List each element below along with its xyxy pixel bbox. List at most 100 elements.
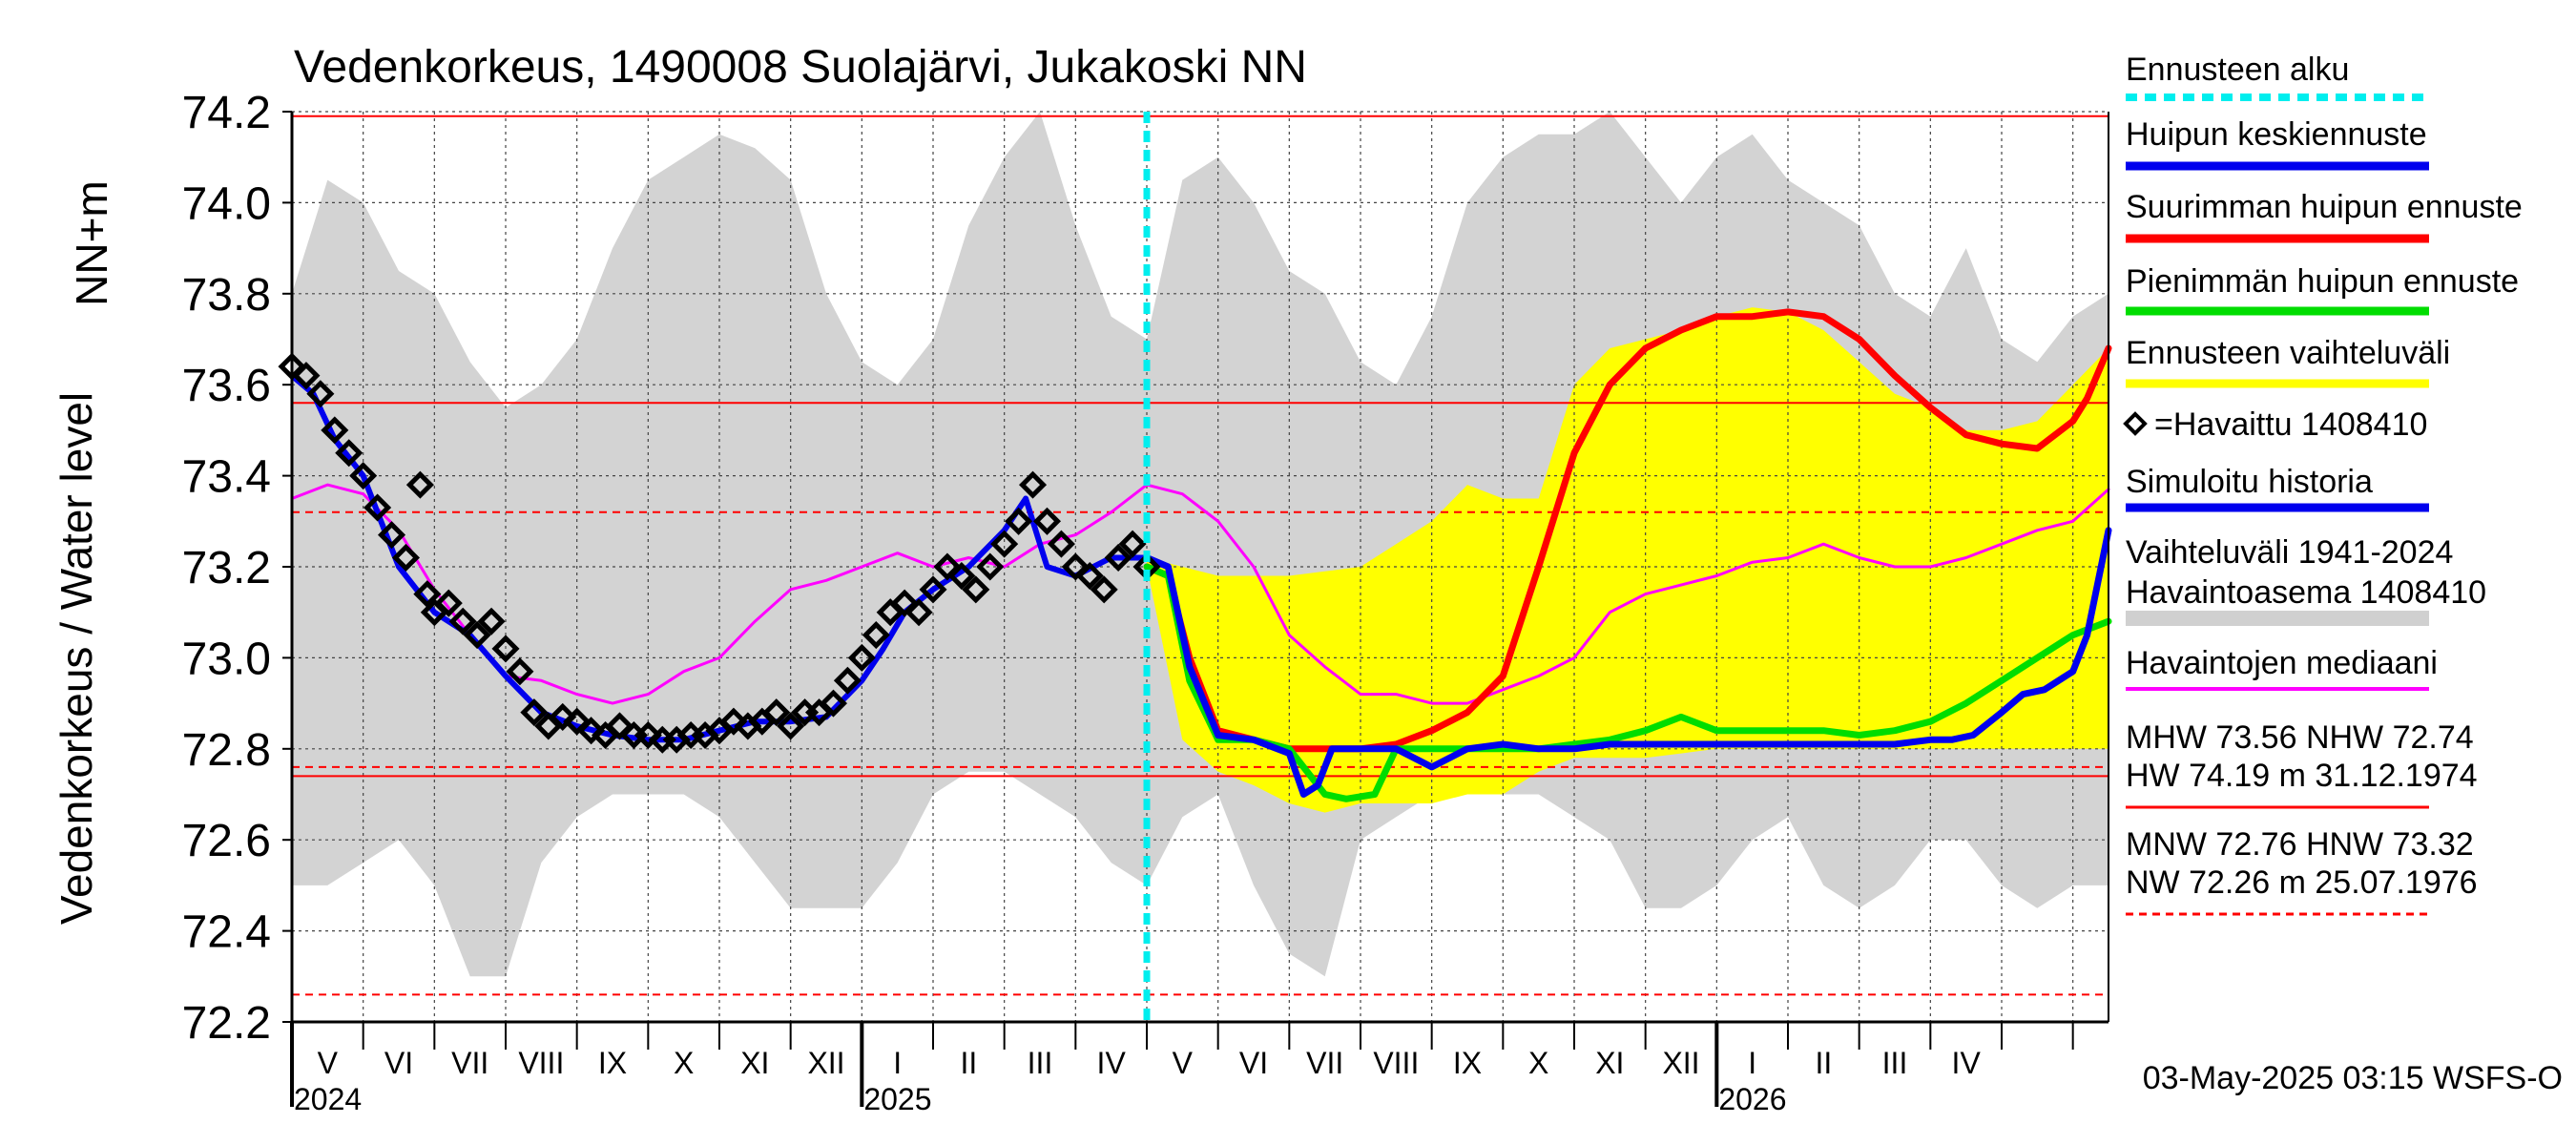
month-label: XII [807,1046,844,1080]
observed-point [391,543,421,572]
reference-lines [292,114,2109,996]
observed-point [463,621,491,650]
series-havaintojen-mediaani [290,483,2110,705]
month-label: II [960,1046,977,1080]
month-label: I [893,1046,902,1080]
legend-label-suurimman-huipun-ennuste: Suurimman huipun ennuste [2126,189,2523,225]
y-tick-label: 73.4 [182,452,271,503]
observed-point [904,598,933,627]
month-label: V [318,1046,339,1080]
y-axis-label: Vedenkorkeus / Water level [52,392,101,925]
y-tick-label: 74.2 [182,88,271,138]
observed-point [321,416,349,445]
observed-point [890,589,919,617]
historical-range-band [292,112,2109,977]
y-tick-label: 72.8 [182,725,271,776]
month-label: X [1528,1046,1548,1080]
legend-label--havaittu-1408410: =Havaittu 1408410 [2154,406,2427,443]
data-series [278,112,2112,1022]
month-label: IV [1097,1046,1127,1080]
month-label: X [674,1046,694,1080]
observed-point [1104,543,1132,572]
year-label: 2025 [863,1082,931,1116]
month-label: III [1028,1046,1053,1080]
observed-point [349,462,378,490]
observed-point [1018,470,1048,499]
month-label: IX [1453,1046,1482,1080]
observed-point [292,362,321,390]
y-tick-label: 72.4 [182,907,271,958]
observed-point [833,666,862,695]
observed-point [634,720,662,750]
observed-point [719,707,748,736]
forecast-range-band [1147,307,2109,813]
observed-point [520,698,549,727]
observed-point [413,580,442,609]
year-label: 2026 [1718,1082,1786,1116]
series-pienimm-n-huipun-ennuste [1143,563,2112,802]
observed-point [364,493,392,522]
month-label: VII [1306,1046,1343,1080]
observed-point [1032,507,1062,535]
y-tick-label: 73.6 [182,361,271,411]
month-label: VIII [1373,1046,1419,1080]
observed-point [563,707,592,736]
y-tick-label: 73.0 [182,634,271,684]
legend-label-ennusteen-vaihteluv-li: Ennusteen vaihteluväli [2126,335,2450,371]
observed-point [1047,530,1075,558]
observed-point [919,575,947,604]
year-label: 2024 [294,1082,362,1116]
footer-timestamp: 03-May-2025 03:15 WSFS-O [2143,1060,2563,1096]
y-tick-label: 73.2 [182,543,271,593]
observed-point [762,698,791,727]
observed-point [1118,530,1147,558]
y-axis-unit-label: NN+m [67,180,116,306]
observed-point [405,470,434,499]
month-label: XI [1595,1046,1624,1080]
observed-point [962,575,990,604]
observed-point [862,621,890,650]
y-tick-label: 74.0 [182,178,271,229]
month-label: III [1882,1046,1908,1080]
observed-point [933,552,962,581]
y-tick-label: 72.2 [182,998,271,1049]
month-label: VII [451,1046,488,1080]
month-label: II [1815,1046,1832,1080]
observed-point [577,717,606,745]
legend-label-havaintojen-mediaani: Havaintojen mediaani [2126,645,2438,681]
stats-line-2: HW 74.19 m 31.12.1974 [2126,758,2478,794]
month-label: IV [1952,1046,1982,1080]
month-label: IX [598,1046,627,1080]
legend-label-ennusteen-alku: Ennusteen alku [2126,52,2349,88]
observed-point [1090,575,1118,604]
axes: 74.2 74.0 73.8 73.6 73.4 73.2 73.0 72.8 72.6 72.4… [182,88,2109,1116]
month-label: XI [740,1046,769,1080]
observed-point [847,643,876,672]
observed-point [506,657,534,686]
chart-title: Vedenkorkeus, 1490008 Suolajärvi, Jukako… [294,42,1307,93]
observed-point [976,552,1005,581]
observed-point [605,712,634,740]
legend-marker-observed [2123,411,2148,436]
observed-point [777,712,805,740]
observed-point [549,702,577,731]
month-label: XII [1662,1046,1699,1080]
observed-point [990,530,1019,558]
observed-point [819,689,848,718]
month-label: VIII [518,1046,564,1080]
legend-label-huipun-keskiennuste: Huipun keskiennuste [2126,116,2427,153]
month-label: VI [1239,1046,1268,1080]
observed-point [306,380,335,408]
stats-line-2: NW 72.26 m 25.07.1976 [2126,864,2478,901]
legend-label-simuloitu-historia: Simuloitu historia [2126,464,2373,500]
stats-line-1: MHW 73.56 NHW 72.74 [2126,719,2474,756]
y-tick-label: 73.8 [182,270,271,321]
observed-point [491,635,520,663]
observed-point [947,562,976,591]
month-label: V [1173,1046,1194,1080]
series-huipun-keskiennuste [1143,527,2112,798]
observed-point [335,439,364,468]
stats-line-1: MNW 72.76 HNW 73.32 [2126,826,2474,863]
observed-point [434,589,463,617]
